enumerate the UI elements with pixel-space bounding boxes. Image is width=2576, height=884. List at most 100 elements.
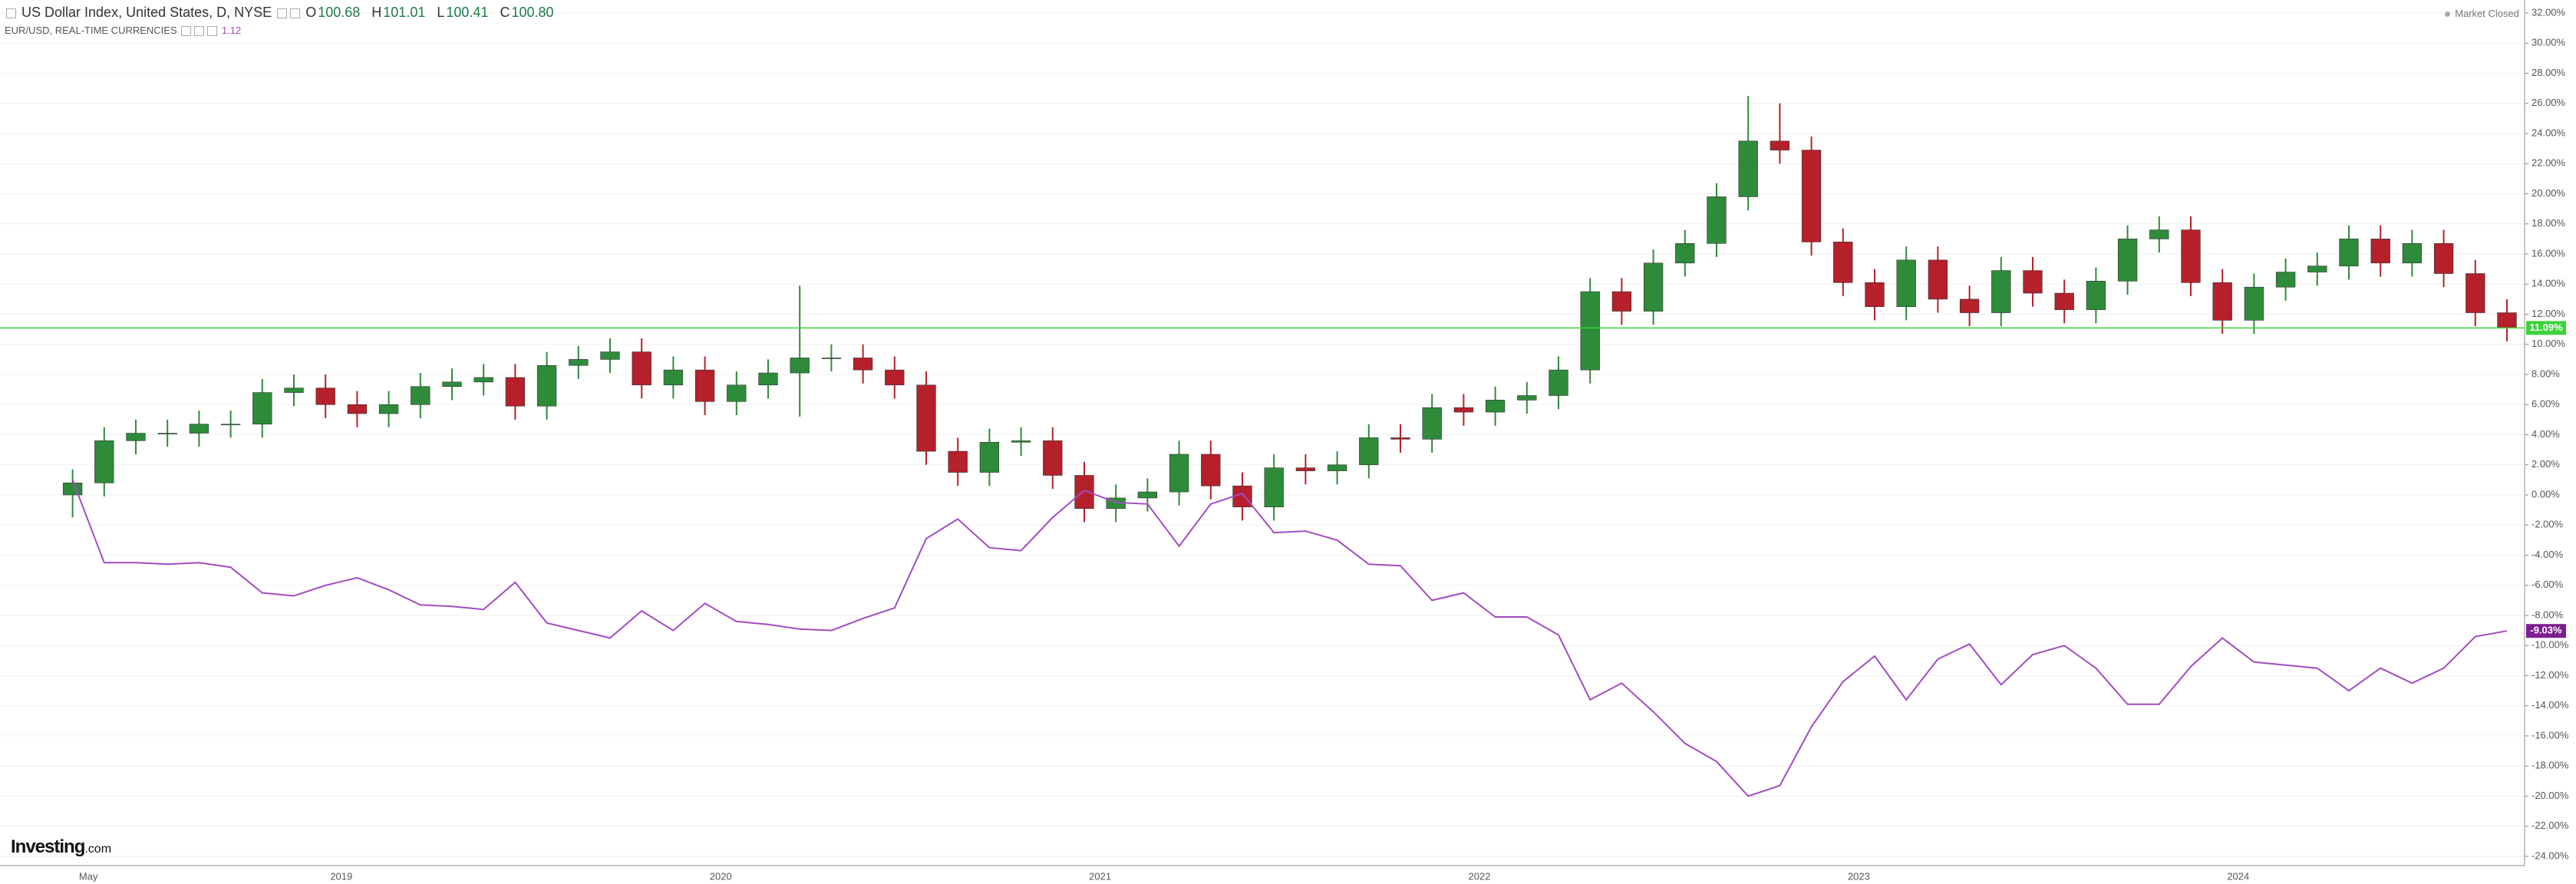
candle-body — [758, 372, 778, 386]
candle-body — [126, 433, 146, 441]
candle-body — [1137, 491, 1158, 499]
y-tick-label: -4.00% — [2531, 549, 2564, 560]
hide-icon[interactable] — [290, 8, 301, 18]
x-tick-label: 2019 — [330, 870, 352, 882]
candle-body — [2212, 282, 2232, 321]
candle-body — [1201, 454, 1221, 487]
quote-key: C — [500, 5, 510, 20]
y-tick-label: -14.00% — [2531, 699, 2569, 711]
candle-body — [284, 388, 304, 393]
quote-value: 101.01 — [383, 5, 426, 20]
x-tick-label: 2020 — [710, 870, 732, 882]
candle-body — [1295, 467, 1316, 471]
y-tick-label: -24.00% — [2531, 849, 2569, 861]
candle-body — [1611, 291, 1632, 312]
candle-body — [1359, 437, 1379, 466]
collapse-icon[interactable] — [6, 8, 16, 18]
quote-key: L — [437, 5, 445, 20]
last-value-label: -9.03% — [2530, 625, 2562, 636]
candle-body — [505, 377, 526, 407]
candle-body — [2023, 270, 2043, 294]
candle-body — [1896, 259, 1916, 307]
candle-body — [2497, 312, 2517, 328]
chart-title: US Dollar Index, United States, D, NYSE — [21, 5, 272, 20]
candle-body — [1043, 440, 1063, 476]
legend: EUR/USD, REAL-TIME CURRENCIES 1.12 — [5, 25, 241, 37]
y-tick-label: 24.00% — [2531, 127, 2566, 138]
candle-body — [94, 440, 114, 483]
y-tick-label: 6.00% — [2531, 398, 2560, 410]
candle-body — [663, 369, 684, 386]
candle-body — [473, 377, 493, 383]
candle-body — [2433, 242, 2454, 274]
candle-body — [2181, 229, 2201, 283]
candle-body — [2370, 239, 2390, 264]
candle-body — [1549, 369, 1568, 396]
candle-body — [315, 388, 335, 405]
y-tick-label: -10.00% — [2531, 639, 2569, 651]
line-series — [71, 480, 2508, 797]
candle-body — [1232, 485, 1252, 507]
quote-value: 100.41 — [446, 5, 489, 20]
y-tick-label: -20.00% — [2531, 790, 2569, 801]
candle-body — [1390, 437, 1410, 440]
y-tick-label: 22.00% — [2531, 157, 2566, 169]
candle-body — [2149, 229, 2169, 239]
x-tick-label: 2023 — [1848, 870, 1870, 882]
candle-body — [1707, 196, 1727, 244]
y-tick-label: 16.00% — [2531, 247, 2566, 259]
candle-body — [2117, 239, 2138, 282]
last-value-tag — [2526, 624, 2566, 638]
candle-body — [853, 358, 873, 371]
y-tick-label: 28.00% — [2531, 67, 2566, 78]
candle-body — [1422, 407, 1442, 440]
candle-body — [948, 450, 968, 473]
y-tick-label: -2.00% — [2531, 519, 2564, 530]
settings-icon[interactable] — [181, 26, 192, 37]
y-tick-label: 26.00% — [2531, 97, 2566, 108]
close-icon[interactable] — [207, 26, 218, 37]
candle-body — [790, 358, 810, 374]
candle-body — [411, 386, 430, 405]
y-tick-label: 30.00% — [2531, 37, 2566, 48]
logo-name: Investing — [11, 836, 85, 857]
candle-body — [1675, 242, 1695, 264]
candle-body — [2402, 242, 2423, 264]
x-tick-label: 2022 — [1469, 870, 1491, 882]
candle-body — [1801, 150, 1822, 242]
candle-body — [885, 369, 905, 386]
candle-body — [2307, 266, 2327, 272]
logo-suffix: .com — [84, 843, 112, 856]
candle-body — [916, 384, 936, 452]
x-tick-label: 2024 — [2227, 870, 2249, 882]
candle-body — [1453, 407, 1474, 413]
candle-body — [2466, 273, 2485, 313]
candle-body — [1074, 475, 1094, 509]
y-tick-label: 12.00% — [2531, 308, 2566, 319]
hide-icon[interactable] — [194, 26, 205, 37]
candle-body — [979, 442, 1000, 473]
legend-entry[interactable]: EUR/USD, REAL-TIME CURRENCIES — [5, 25, 177, 36]
candle-body — [220, 424, 241, 426]
candle-body — [1991, 270, 2011, 313]
settings-icon[interactable] — [277, 8, 288, 18]
candle-body — [569, 359, 589, 366]
candle-body — [1833, 241, 1853, 283]
quote-value: 100.80 — [511, 5, 554, 20]
candle-body — [442, 381, 462, 387]
x-tick-label: 2021 — [1089, 870, 1111, 882]
y-tick-label: 18.00% — [2531, 217, 2566, 229]
quote-key: H — [371, 5, 382, 20]
y-tick-label: -12.00% — [2531, 669, 2569, 681]
candle-body — [2244, 286, 2264, 321]
candle-body — [1169, 454, 1189, 493]
candle-body — [1928, 259, 1948, 300]
candle-body — [1738, 140, 1758, 197]
x-tick-label: May — [79, 870, 98, 882]
y-tick-label: 4.00% — [2531, 428, 2560, 440]
y-tick-label: 0.00% — [2531, 488, 2560, 500]
candle-body — [62, 482, 83, 496]
candle-body — [2339, 239, 2359, 267]
